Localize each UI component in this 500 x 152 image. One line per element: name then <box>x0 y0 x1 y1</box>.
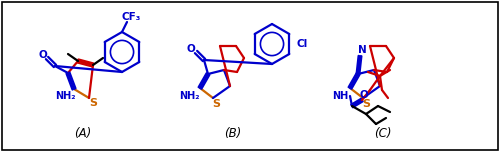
Text: NH₂: NH₂ <box>55 91 75 101</box>
Text: Cl: Cl <box>296 39 308 49</box>
Text: (B): (B) <box>224 126 242 140</box>
Text: (A): (A) <box>74 126 92 140</box>
Text: O: O <box>38 50 48 60</box>
Text: S: S <box>89 98 97 108</box>
Text: O: O <box>186 44 196 54</box>
Text: S: S <box>212 99 220 109</box>
Text: NH: NH <box>332 91 348 101</box>
Text: CF₃: CF₃ <box>122 12 141 22</box>
Text: S: S <box>362 99 370 109</box>
Text: (C): (C) <box>374 126 392 140</box>
Text: N: N <box>358 45 366 55</box>
Text: O: O <box>360 90 368 100</box>
Text: NH₂: NH₂ <box>179 91 199 101</box>
